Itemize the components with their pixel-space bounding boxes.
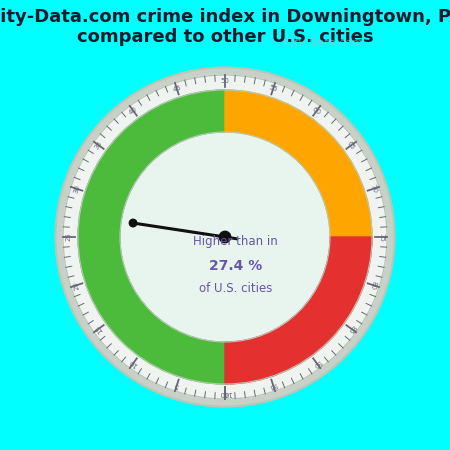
Wedge shape	[225, 237, 372, 384]
Text: 5: 5	[174, 382, 180, 389]
Text: 35: 35	[94, 140, 104, 151]
Text: 90: 90	[311, 358, 322, 368]
Text: 30: 30	[72, 184, 81, 194]
Text: 100: 100	[218, 390, 232, 396]
Text: 0: 0	[223, 390, 227, 396]
Text: 25: 25	[66, 233, 72, 241]
Text: 50: 50	[220, 78, 230, 84]
Text: of U.S. cities: of U.S. cities	[199, 282, 272, 294]
Text: 70: 70	[369, 184, 378, 194]
Circle shape	[122, 134, 328, 341]
Text: 95: 95	[268, 381, 279, 390]
Text: City-Data.com crime index in Downingtown, PA
compared to other U.S. cities: City-Data.com crime index in Downingtown…	[0, 8, 450, 46]
Text: 80: 80	[369, 280, 378, 290]
Text: 20: 20	[72, 280, 81, 290]
Text: 10: 10	[128, 358, 139, 368]
Circle shape	[63, 75, 387, 399]
Wedge shape	[225, 90, 372, 237]
Circle shape	[55, 68, 395, 406]
Text: 85: 85	[346, 324, 356, 334]
Text: 40: 40	[128, 106, 139, 116]
Circle shape	[219, 231, 231, 243]
Text: 45: 45	[172, 85, 182, 93]
Text: 75: 75	[378, 233, 384, 242]
Text: City-Data.com: City-Data.com	[284, 37, 363, 48]
Wedge shape	[78, 90, 225, 384]
Text: 60: 60	[311, 106, 322, 116]
Text: 55: 55	[268, 85, 278, 93]
Text: 65: 65	[346, 140, 356, 151]
Text: 27.4 %: 27.4 %	[209, 258, 262, 273]
Circle shape	[129, 219, 137, 227]
Text: Higher than in: Higher than in	[193, 235, 278, 248]
Text: 15: 15	[94, 324, 104, 334]
